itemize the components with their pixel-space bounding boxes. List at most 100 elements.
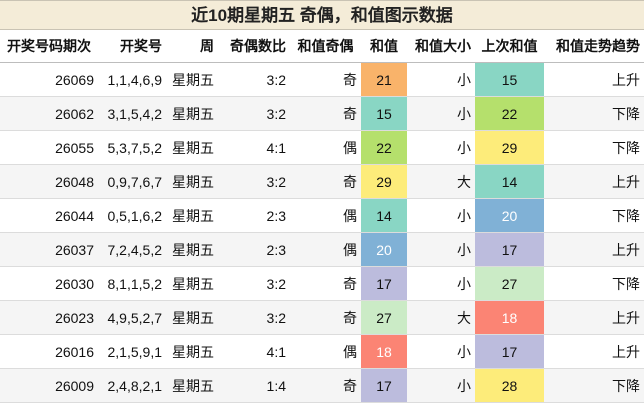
cell-ratio: 4:1 <box>218 130 290 165</box>
cell-sum: 21 <box>361 62 407 97</box>
cell-ratio: 3:2 <box>218 164 290 199</box>
cell-trend: 下降 <box>544 198 644 233</box>
cell-prev: 14 <box>475 164 544 199</box>
table-row: 26030 8,1,1,5,2 星期五 3:2 奇 17 小 27 下降 <box>0 266 644 301</box>
cell-numbers: 5,3,7,5,2 <box>98 130 166 165</box>
cell-week: 星期五 <box>166 232 218 267</box>
table-row: 26069 1,1,4,6,9 星期五 3:2 奇 21 小 15 上升 <box>0 62 644 97</box>
cell-parity: 偶 <box>290 232 361 267</box>
cell-parity: 奇 <box>290 266 361 301</box>
cell-issue: 26055 <box>0 130 98 165</box>
cell-ratio: 3:2 <box>218 62 290 97</box>
cell-parity: 奇 <box>290 62 361 97</box>
cell-size: 大 <box>407 164 475 199</box>
table-row: 26023 4,9,5,2,7 星期五 3:2 奇 27 大 18 上升 <box>0 300 644 335</box>
cell-trend: 上升 <box>544 300 644 335</box>
cell-prev: 29 <box>475 130 544 165</box>
header-week: 周 <box>166 30 218 63</box>
table-row: 26062 3,1,5,4,2 星期五 3:2 奇 15 小 22 下降 <box>0 96 644 131</box>
cell-numbers: 0,5,1,6,2 <box>98 198 166 233</box>
cell-parity: 偶 <box>290 198 361 233</box>
cell-numbers: 2,4,8,2,1 <box>98 368 166 403</box>
cell-numbers: 8,1,1,5,2 <box>98 266 166 301</box>
cell-issue: 26062 <box>0 96 98 131</box>
cell-prev: 15 <box>475 62 544 97</box>
cell-prev: 28 <box>475 368 544 403</box>
cell-trend: 下降 <box>544 130 644 165</box>
table-row: 26048 0,9,7,6,7 星期五 3:2 奇 29 大 14 上升 <box>0 164 644 199</box>
header-ratio: 奇偶数比 <box>218 30 290 63</box>
cell-numbers: 7,2,4,5,2 <box>98 232 166 267</box>
cell-ratio: 2:3 <box>218 198 290 233</box>
header-size: 和值大小 <box>407 30 475 63</box>
cell-numbers: 2,1,5,9,1 <box>98 334 166 369</box>
header-issue: 开奖号码期次 <box>0 30 98 63</box>
page-title: 近10期星期五 奇偶，和值图示数据 <box>0 0 644 30</box>
cell-week: 星期五 <box>166 130 218 165</box>
cell-prev: 27 <box>475 266 544 301</box>
cell-prev: 17 <box>475 334 544 369</box>
cell-trend: 上升 <box>544 334 644 369</box>
cell-parity: 偶 <box>290 130 361 165</box>
cell-parity: 偶 <box>290 334 361 369</box>
cell-size: 大 <box>407 300 475 335</box>
header-trend: 和值走势趋势 <box>544 30 644 63</box>
cell-sum: 17 <box>361 266 407 301</box>
cell-parity: 奇 <box>290 164 361 199</box>
cell-issue: 26023 <box>0 300 98 335</box>
cell-trend: 上升 <box>544 232 644 267</box>
cell-trend: 下降 <box>544 96 644 131</box>
cell-week: 星期五 <box>166 198 218 233</box>
cell-ratio: 4:1 <box>218 334 290 369</box>
cell-ratio: 1:4 <box>218 368 290 403</box>
table-header-row: 开奖号码期次 开奖号 周 奇偶数比 和值奇偶 和值 和值大小 上次和值 和值走势… <box>0 30 644 63</box>
cell-parity: 奇 <box>290 96 361 131</box>
cell-sum: 17 <box>361 368 407 403</box>
cell-size: 小 <box>407 62 475 97</box>
cell-sum: 20 <box>361 232 407 267</box>
cell-size: 小 <box>407 232 475 267</box>
cell-size: 小 <box>407 198 475 233</box>
cell-numbers: 0,9,7,6,7 <box>98 164 166 199</box>
table-row: 26016 2,1,5,9,1 星期五 4:1 偶 18 小 17 上升 <box>0 334 644 369</box>
cell-ratio: 3:2 <box>218 96 290 131</box>
table-row: 26009 2,4,8,2,1 星期五 1:4 奇 17 小 28 下降 <box>0 368 644 403</box>
data-table: 开奖号码期次 开奖号 周 奇偶数比 和值奇偶 和值 和值大小 上次和值 和值走势… <box>0 30 644 403</box>
cell-numbers: 1,1,4,6,9 <box>98 62 166 97</box>
cell-issue: 26030 <box>0 266 98 301</box>
cell-issue: 26044 <box>0 198 98 233</box>
cell-issue: 26037 <box>0 232 98 267</box>
cell-trend: 下降 <box>544 266 644 301</box>
cell-trend: 上升 <box>544 164 644 199</box>
cell-sum: 18 <box>361 334 407 369</box>
cell-size: 小 <box>407 96 475 131</box>
cell-size: 小 <box>407 266 475 301</box>
header-parity: 和值奇偶 <box>290 30 361 63</box>
cell-week: 星期五 <box>166 62 218 97</box>
cell-week: 星期五 <box>166 96 218 131</box>
cell-week: 星期五 <box>166 368 218 403</box>
table-row: 26055 5,3,7,5,2 星期五 4:1 偶 22 小 29 下降 <box>0 130 644 165</box>
header-sum: 和值 <box>361 30 407 63</box>
cell-issue: 26069 <box>0 62 98 97</box>
cell-size: 小 <box>407 130 475 165</box>
cell-issue: 26016 <box>0 334 98 369</box>
cell-numbers: 3,1,5,4,2 <box>98 96 166 131</box>
cell-issue: 26048 <box>0 164 98 199</box>
cell-numbers: 4,9,5,2,7 <box>98 300 166 335</box>
cell-prev: 22 <box>475 96 544 131</box>
cell-ratio: 3:2 <box>218 300 290 335</box>
cell-sum: 15 <box>361 96 407 131</box>
cell-week: 星期五 <box>166 300 218 335</box>
cell-size: 小 <box>407 368 475 403</box>
header-numbers: 开奖号 <box>98 30 166 63</box>
cell-size: 小 <box>407 334 475 369</box>
cell-parity: 奇 <box>290 300 361 335</box>
cell-ratio: 3:2 <box>218 266 290 301</box>
cell-prev: 18 <box>475 300 544 335</box>
cell-prev: 20 <box>475 198 544 233</box>
cell-prev: 17 <box>475 232 544 267</box>
cell-sum: 14 <box>361 198 407 233</box>
table-row: 26044 0,5,1,6,2 星期五 2:3 偶 14 小 20 下降 <box>0 198 644 233</box>
cell-parity: 奇 <box>290 368 361 403</box>
